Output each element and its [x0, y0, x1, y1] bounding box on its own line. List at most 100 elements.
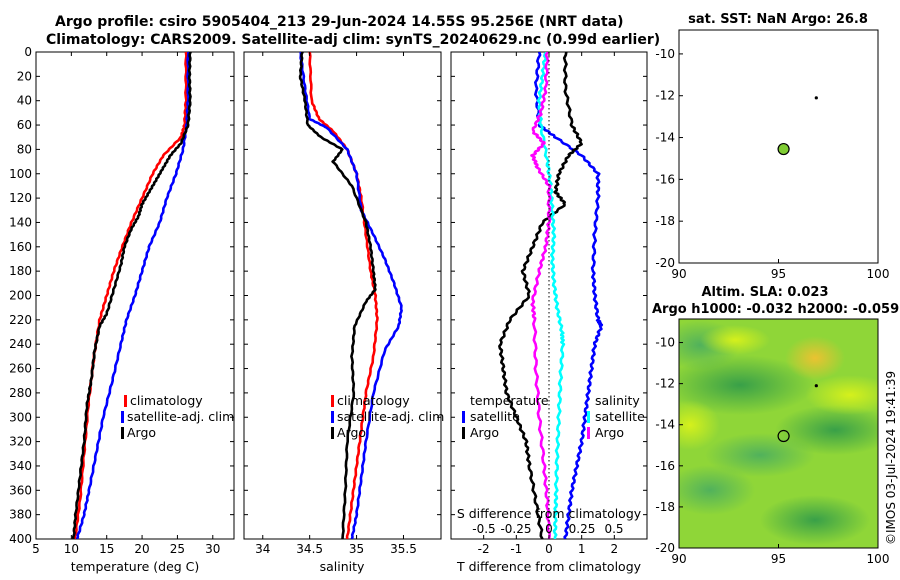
- y-tick-label: -20: [655, 256, 675, 270]
- sst-map-title: sat. SST: NaN Argo: 26.8: [688, 12, 868, 27]
- x-tick-label: 2: [611, 542, 619, 556]
- figure-title-line-2: Climatology: CARS2009. Satellite-adj cli…: [46, 32, 661, 48]
- x-tick-label: 30: [205, 542, 220, 556]
- legend-label-sal-satellite: satellite: [595, 409, 645, 424]
- legend-swatch-climatology: [331, 395, 334, 407]
- y-tick-label: 60: [17, 118, 32, 132]
- legend-swatch-satellite: [121, 411, 124, 423]
- legend-swatch-temp-argo: [462, 427, 465, 439]
- x-tick-label: 90: [671, 267, 686, 281]
- difference-series: [498, 52, 604, 539]
- y-tick-label: -12: [655, 377, 675, 391]
- salinity-series: [298, 52, 403, 539]
- legend-swatch-temp-satellite: [462, 411, 465, 423]
- legend-swatch-sal-satellite: [587, 411, 590, 423]
- x-tick-label: 15: [99, 542, 114, 556]
- y-tick-label: 120: [9, 191, 32, 205]
- legend-label-sal-argo: Argo: [595, 425, 624, 440]
- temperature-axis-ticks: 5 10 15 20 25 3002040608010012014016018020022…: [9, 45, 234, 556]
- y-tick-label: 400: [9, 532, 32, 546]
- sla-map-title: Altim. SLA: 0.023: [702, 285, 829, 300]
- difference-temperature-legend: temperature satellite Argo: [462, 393, 549, 440]
- legend-title-temperature: temperature: [470, 393, 549, 408]
- sla-map-subtitle: Argo h1000: -0.032 h2000: -0.059: [652, 302, 899, 317]
- legend-swatch-climatology: [124, 395, 127, 407]
- y-tick-label: 20: [17, 69, 32, 83]
- salinity-axis-ticks: 34 34.5 35 35.5: [244, 51, 441, 556]
- legend-label-argo: Argo: [337, 425, 366, 440]
- y-tick-label: 240: [9, 337, 32, 351]
- salinity-panel-frame: [243, 51, 442, 540]
- x-tick-label: 35.5: [390, 542, 417, 556]
- y-tick-label: 140: [9, 215, 32, 229]
- legend-label-climatology: climatology: [337, 393, 410, 408]
- x-tick-label: 100: [867, 552, 890, 566]
- y-tick-label: 260: [9, 362, 32, 376]
- y-tick-label: -16: [655, 459, 675, 473]
- s-axis-tick-label: 0.25: [569, 522, 596, 536]
- series-climatology: [308, 52, 379, 539]
- legend-swatch-argo: [121, 427, 124, 439]
- x-tick-label: 10: [64, 542, 79, 556]
- s-axis-tick-label: 0.5: [604, 522, 623, 536]
- y-tick-label: -14: [655, 418, 675, 432]
- s-axis-tick-label: 0: [545, 522, 553, 536]
- y-tick-label: -10: [655, 336, 675, 350]
- sla-map-points: [777, 384, 818, 443]
- sst-map-axis-ticks: 90 95 100 -10 -12 -14 -16 -18 -20: [655, 47, 889, 281]
- x-tick-label: 34: [255, 542, 270, 556]
- y-tick-label: 220: [9, 313, 32, 327]
- x-tick-label: 20: [134, 542, 149, 556]
- legend-label-satellite: satellite-adj. clim: [337, 409, 444, 424]
- y-tick-label: 180: [9, 264, 32, 278]
- sla-map-axis-ticks: 90 95 100 -10 -12 -14 -16 -18 -20: [655, 336, 889, 566]
- y-tick-label: 160: [9, 240, 32, 254]
- x-tick-label: 25: [170, 542, 185, 556]
- y-tick-label: 0: [24, 45, 32, 59]
- y-tick-label: 100: [9, 167, 32, 181]
- series-argo: [71, 52, 192, 539]
- x-tick-label: -2: [478, 542, 490, 556]
- y-tick-label: -18: [655, 500, 675, 514]
- x-tick-label: -1: [510, 542, 522, 556]
- previous-position-marker: [814, 384, 818, 388]
- series-temperature-satellite: [533, 52, 604, 539]
- difference-axis-ticks: -2 -1 0 1 2: [451, 51, 647, 556]
- y-tick-label: 300: [9, 410, 32, 424]
- x-tick-label: 35: [349, 542, 364, 556]
- argo-float-marker: [777, 142, 790, 156]
- legend-label-temp-argo: Argo: [470, 425, 499, 440]
- salinity-xlabel: salinity: [320, 559, 365, 574]
- y-tick-label: -20: [655, 541, 675, 555]
- y-tick-label: 40: [17, 94, 32, 108]
- legend-swatch-argo: [331, 427, 334, 439]
- temperature-xlabel: temperature (deg C): [71, 559, 200, 574]
- x-tick-label: 90: [671, 552, 686, 566]
- legend-label-satellite: satellite-adj. clim: [127, 409, 234, 424]
- previous-position-marker: [814, 96, 818, 100]
- legend-swatch-satellite: [331, 411, 334, 423]
- y-tick-label: 200: [9, 289, 32, 303]
- x-tick-label: 0: [545, 542, 553, 556]
- legend-label-argo: Argo: [127, 425, 156, 440]
- legend-swatch-sal-argo: [587, 427, 590, 439]
- series-satellite-adj-clim: [75, 52, 190, 539]
- copyright-timestamp: ©IMOS 03-Jul-2024 19:41:39: [884, 371, 898, 545]
- x-tick-label: 100: [867, 267, 890, 281]
- s-axis-tick-label: -0.5: [472, 522, 495, 536]
- s-difference-axis: -0.5 -0.25 0 0.25 0.5: [472, 522, 623, 536]
- argo-float-marker: [777, 429, 790, 443]
- y-tick-label: 280: [9, 386, 32, 400]
- x-tick-label: 95: [771, 267, 786, 281]
- salinity-legend: climatology satellite-adj. clim Argo: [331, 393, 444, 440]
- y-tick-label: -14: [655, 131, 675, 145]
- y-tick-label: 320: [9, 435, 32, 449]
- legend-label-temp-satellite: satellite: [470, 409, 520, 424]
- x-tick-label: 34.5: [296, 542, 323, 556]
- series-argo: [298, 52, 377, 539]
- difference-salinity-legend: salinity satellite Argo: [587, 393, 645, 440]
- legend-title-salinity: salinity: [595, 393, 640, 408]
- sla-heatmap: [679, 319, 878, 548]
- legend-label-climatology: climatology: [130, 393, 203, 408]
